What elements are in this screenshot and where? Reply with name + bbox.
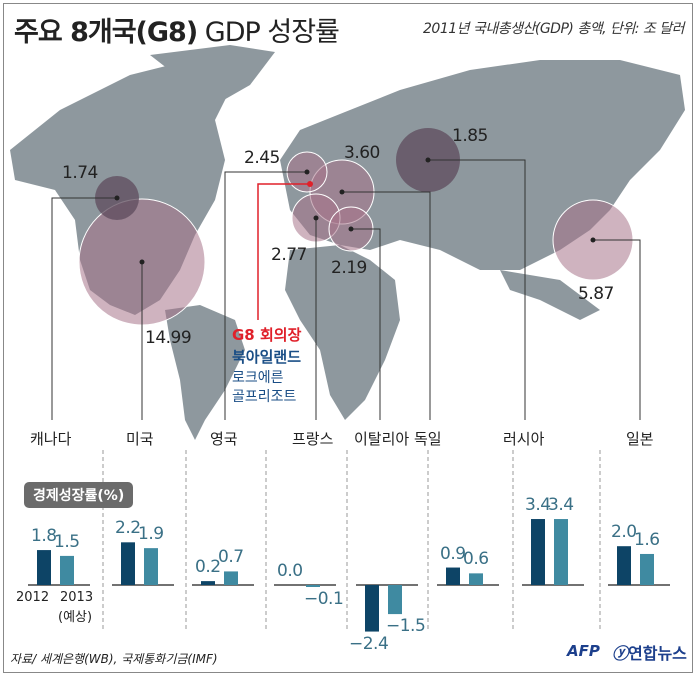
bar-value-label: 0.0 (277, 561, 303, 581)
bar-value-label: −0.1 (304, 589, 344, 609)
growth-bars (28, 519, 670, 632)
bar-value-label: 0.7 (218, 547, 244, 568)
bar-value-label: 1.8 (31, 526, 57, 547)
country-label: 프랑스 (292, 430, 334, 448)
summit-dot (307, 181, 313, 187)
summit-label: G8 회의장 (232, 326, 302, 344)
bar-2012-7 (617, 546, 631, 585)
bar-value-label: 0.2 (195, 557, 221, 578)
gdp-uk: 2.45 (244, 148, 280, 168)
country-label: 이탈리아 (354, 430, 410, 448)
country-label: 영국 (210, 430, 238, 448)
bar-2012-5 (446, 567, 460, 585)
bar-2012-2 (201, 581, 215, 585)
country-label: 캐나다 (30, 430, 72, 448)
bar-2013-6 (554, 519, 568, 585)
bar-2013-5 (469, 573, 483, 585)
bar-2012-1 (121, 542, 135, 585)
afp-logo: AFP (567, 642, 600, 660)
column-dividers (102, 450, 601, 630)
bar-value-label: 2.2 (115, 518, 141, 539)
bar-value-label: 0.9 (440, 543, 466, 564)
year-label-2013: 2013 (60, 590, 94, 605)
gdp-us: 14.99 (145, 328, 192, 348)
bar-value-label: 0.6 (463, 549, 489, 570)
bar-2013-1 (144, 548, 158, 585)
gdp-canada: 1.74 (62, 163, 98, 183)
bar-value-label: 1.5 (54, 531, 80, 552)
country-label: 독일 (414, 430, 442, 448)
bar-value-label: −2.4 (349, 633, 389, 654)
bar-value-label: −1.5 (386, 616, 426, 637)
bar-value-label: 2.0 (611, 522, 637, 543)
bar-2012-4 (365, 585, 379, 632)
bar-value-label: 3.4 (548, 495, 574, 516)
country-label: 일본 (626, 430, 654, 448)
year-label-forecast: (예상) (58, 610, 93, 625)
country-label: 미국 (126, 430, 154, 448)
gdp-russia: 1.85 (452, 126, 488, 146)
bar-2013-3 (306, 585, 320, 587)
bar-2012-0 (37, 550, 51, 585)
summit-line (257, 183, 310, 320)
country-label: 러시아 (503, 430, 545, 448)
bar-2013-4 (388, 585, 402, 615)
yonhap-logo: ⓨ연합뉴스 (612, 644, 687, 663)
bar-value-label: 1.9 (138, 524, 164, 545)
gdp-france: 2.77 (271, 245, 307, 265)
greenland (150, 45, 275, 105)
gdp-germany: 3.60 (344, 143, 380, 163)
summit-venue: 북아일랜드 (232, 348, 302, 366)
source-note: 자료/ 세계은행(WB), 국제통화기금(IMF) (10, 652, 218, 666)
country-dots (114, 157, 596, 265)
year-label-2012: 2012 (16, 590, 50, 605)
page-title: 주요 8개국(G8) GDP 성장률 (14, 17, 340, 48)
summit-venue-detail: 골프리조트 (232, 389, 297, 405)
gdp-italy: 2.19 (331, 258, 367, 278)
gdp-japan: 5.87 (578, 284, 614, 304)
bar-2013-7 (640, 553, 654, 585)
summit-venue-detail: 로크에른 (232, 370, 284, 386)
subtitle: 2011년 국내총생산(GDP) 총액, 단위: 조 달러 (423, 21, 684, 37)
bar-2012-6 (531, 519, 545, 585)
chart-title: 경제성장률(%) (24, 482, 134, 508)
frame (3, 3, 693, 673)
bar-value-label: 1.6 (634, 529, 660, 550)
bar-2013-2 (224, 571, 238, 585)
bar-2013-0 (60, 555, 74, 585)
leader-lines (51, 159, 641, 420)
africa (285, 245, 400, 420)
bar-value-label: 3.4 (525, 495, 551, 516)
